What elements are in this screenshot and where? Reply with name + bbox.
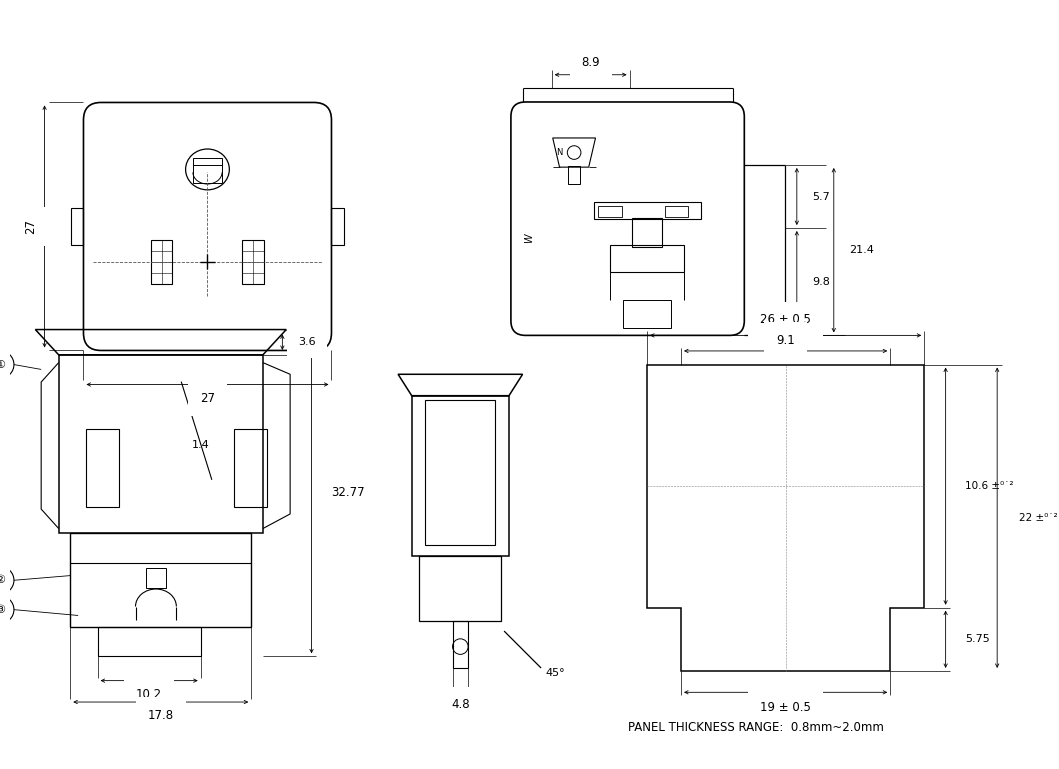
Text: 32.77: 32.77 (331, 487, 364, 499)
Bar (419, 557, 501, 621)
Text: 27: 27 (200, 391, 215, 404)
Text: PANEL THICKNESS RANGE:  0.8mm~2.0mm: PANEL THICKNESS RANGE: 0.8mm~2.0mm (628, 721, 883, 734)
Bar (665, 206, 688, 217)
Text: 10.2: 10.2 (136, 687, 162, 701)
Text: 1.4: 1.4 (192, 440, 210, 450)
Bar (86, 429, 119, 507)
Text: 10.6 ±⁰˙²: 10.6 ±⁰˙² (965, 481, 1013, 491)
Text: W: W (524, 233, 535, 243)
Text: ①: ① (0, 360, 5, 370)
Bar (243, 240, 264, 284)
Bar (598, 206, 622, 217)
Bar (632, 218, 662, 247)
Text: 4.8: 4.8 (451, 698, 469, 711)
Text: 19 ± 0.5: 19 ± 0.5 (760, 701, 811, 714)
Text: 45°: 45° (546, 668, 566, 678)
Bar (71, 208, 84, 245)
Bar (97, 628, 200, 656)
Text: N: N (557, 148, 563, 157)
Text: 17.8: 17.8 (148, 709, 174, 722)
Bar (412, 396, 509, 557)
Bar (331, 208, 344, 245)
Text: 5.7: 5.7 (812, 191, 830, 201)
Text: 26 ± 0.5: 26 ± 0.5 (760, 313, 811, 326)
Text: 21.4: 21.4 (849, 245, 875, 255)
Bar (623, 301, 671, 328)
Bar (426, 400, 496, 544)
Bar (70, 534, 251, 628)
Bar (151, 240, 173, 284)
Text: 5.75: 5.75 (965, 634, 990, 644)
Bar (452, 621, 468, 668)
Text: 9.8: 9.8 (812, 277, 830, 287)
Text: 3.6: 3.6 (298, 337, 316, 347)
Bar (193, 158, 222, 183)
Text: 8.9: 8.9 (581, 55, 600, 68)
Text: 22 ±⁰˙²: 22 ±⁰˙² (1019, 513, 1057, 523)
Text: 27: 27 (24, 219, 37, 234)
Circle shape (0, 596, 14, 623)
Text: ②: ② (0, 575, 5, 585)
Circle shape (0, 351, 14, 378)
Bar (58, 355, 263, 534)
Bar (234, 429, 267, 507)
Text: ③: ③ (0, 604, 5, 614)
Bar (610, 245, 684, 272)
Circle shape (0, 567, 14, 594)
Bar (146, 568, 165, 588)
Text: 9.1: 9.1 (776, 334, 795, 347)
Bar (594, 202, 701, 219)
Bar (569, 166, 580, 184)
